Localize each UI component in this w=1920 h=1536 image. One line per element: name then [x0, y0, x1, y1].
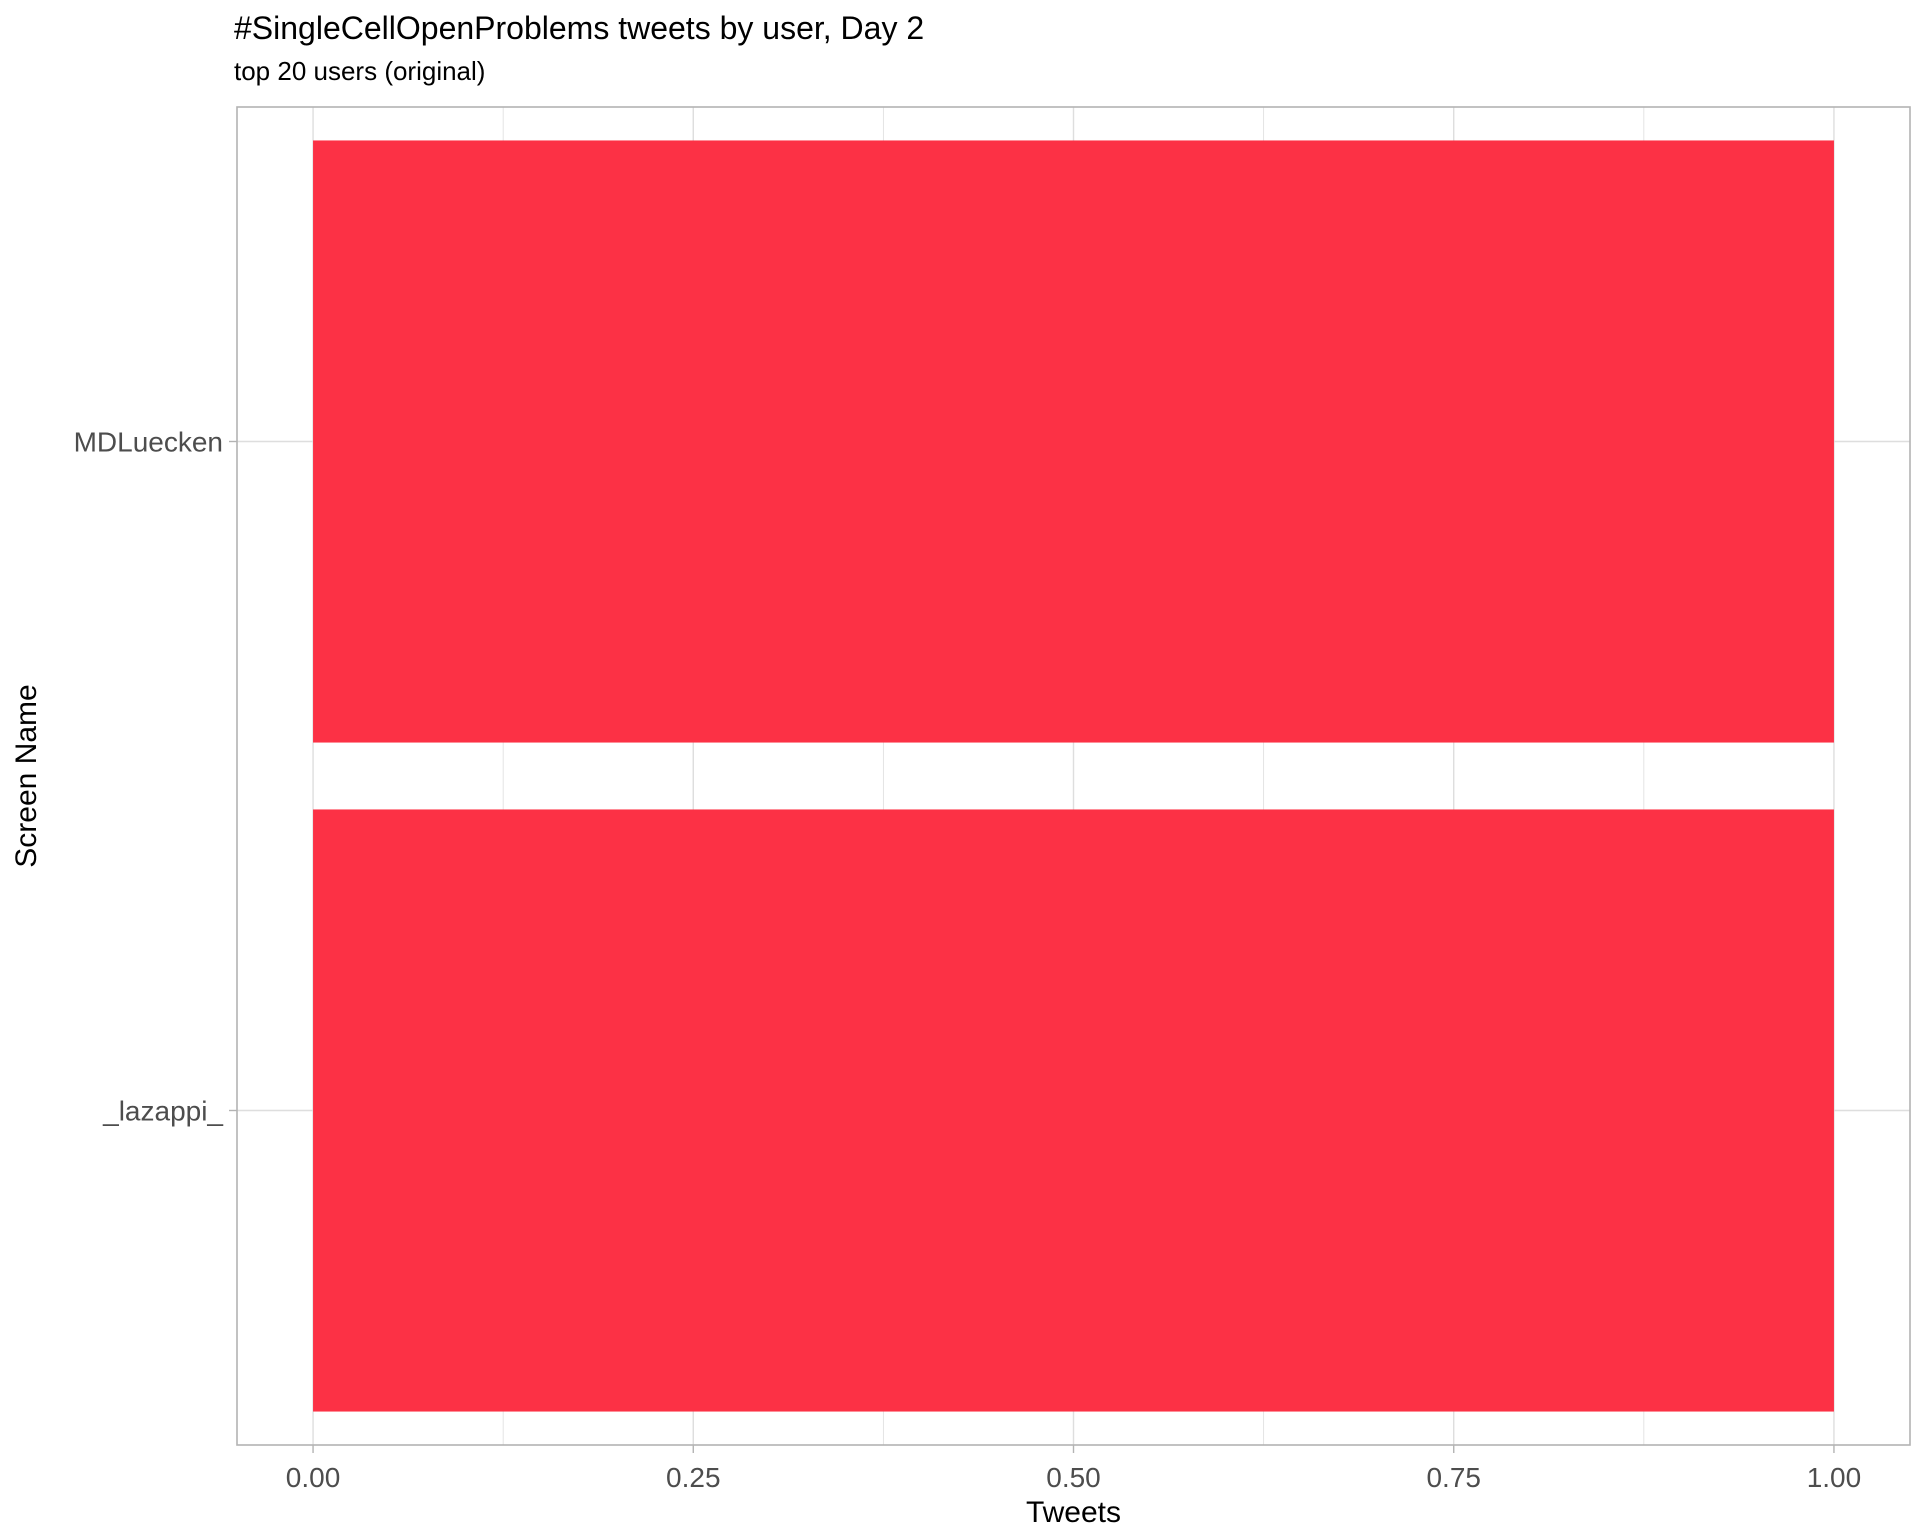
bar-_lazappi_ [313, 809, 1834, 1412]
x-axis-title: Tweets [1026, 1496, 1121, 1529]
y-tick-label: MDLuecken [74, 427, 223, 458]
chart-title: #SingleCellOpenProblems tweets by user, … [234, 10, 925, 46]
x-tick-label: 1.00 [1807, 1462, 1862, 1493]
x-tick-label: 0.00 [286, 1462, 341, 1493]
bars [313, 140, 1834, 1412]
y-tick-label: _lazappi_ [102, 1096, 223, 1127]
y-axis-title: Screen Name [10, 684, 43, 867]
bar-MDLuecken [313, 140, 1834, 743]
x-tick-label: 0.50 [1046, 1462, 1101, 1493]
x-tick-label: 0.25 [666, 1462, 721, 1493]
x-tick-label: 0.75 [1426, 1462, 1481, 1493]
chart-subtitle: top 20 users (original) [234, 56, 486, 86]
axis-ticks: 0.00 0.25 0.50 0.75 1.00 _lazappi_ MDLuecken [74, 427, 1862, 1494]
